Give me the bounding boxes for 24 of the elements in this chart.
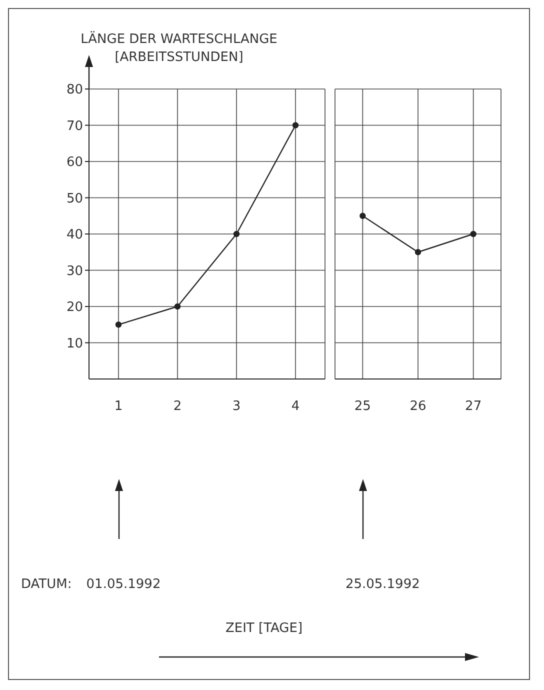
y-tick-label: 60	[66, 155, 83, 170]
text: ZEIT [TAGE]	[224, 621, 304, 636]
y-tick-label: 80	[66, 82, 83, 98]
x-tick-label: 3	[232, 399, 241, 414]
point	[115, 322, 122, 328]
x-tick-label: 27	[465, 399, 482, 414]
y-tick-label: 20	[66, 300, 83, 316]
point	[233, 230, 240, 238]
text: DATUM:	[21, 577, 72, 592]
x-tick-label: 25	[354, 399, 371, 414]
x-tick-label: 4	[291, 399, 300, 414]
y-tick-label: 30	[66, 264, 83, 279]
point	[174, 303, 181, 310]
text: 25.05.1992	[344, 577, 421, 592]
y-axis-title: LÄNGE DER WARTESCHLANGE [ARBEITSSTUNDEN]	[80, 31, 278, 67]
y-tick-label: 50	[66, 191, 83, 206]
y-tick-label: 40	[66, 228, 83, 243]
text: 01.05.1992	[85, 577, 162, 592]
x-tick-label: 1	[114, 399, 123, 414]
y-tick-label: 10	[66, 336, 83, 352]
x-tick-label: 2	[173, 399, 182, 414]
x-tick-label: 26	[410, 399, 426, 414]
y-tick-label: 70	[66, 118, 83, 134]
point	[292, 122, 299, 128]
